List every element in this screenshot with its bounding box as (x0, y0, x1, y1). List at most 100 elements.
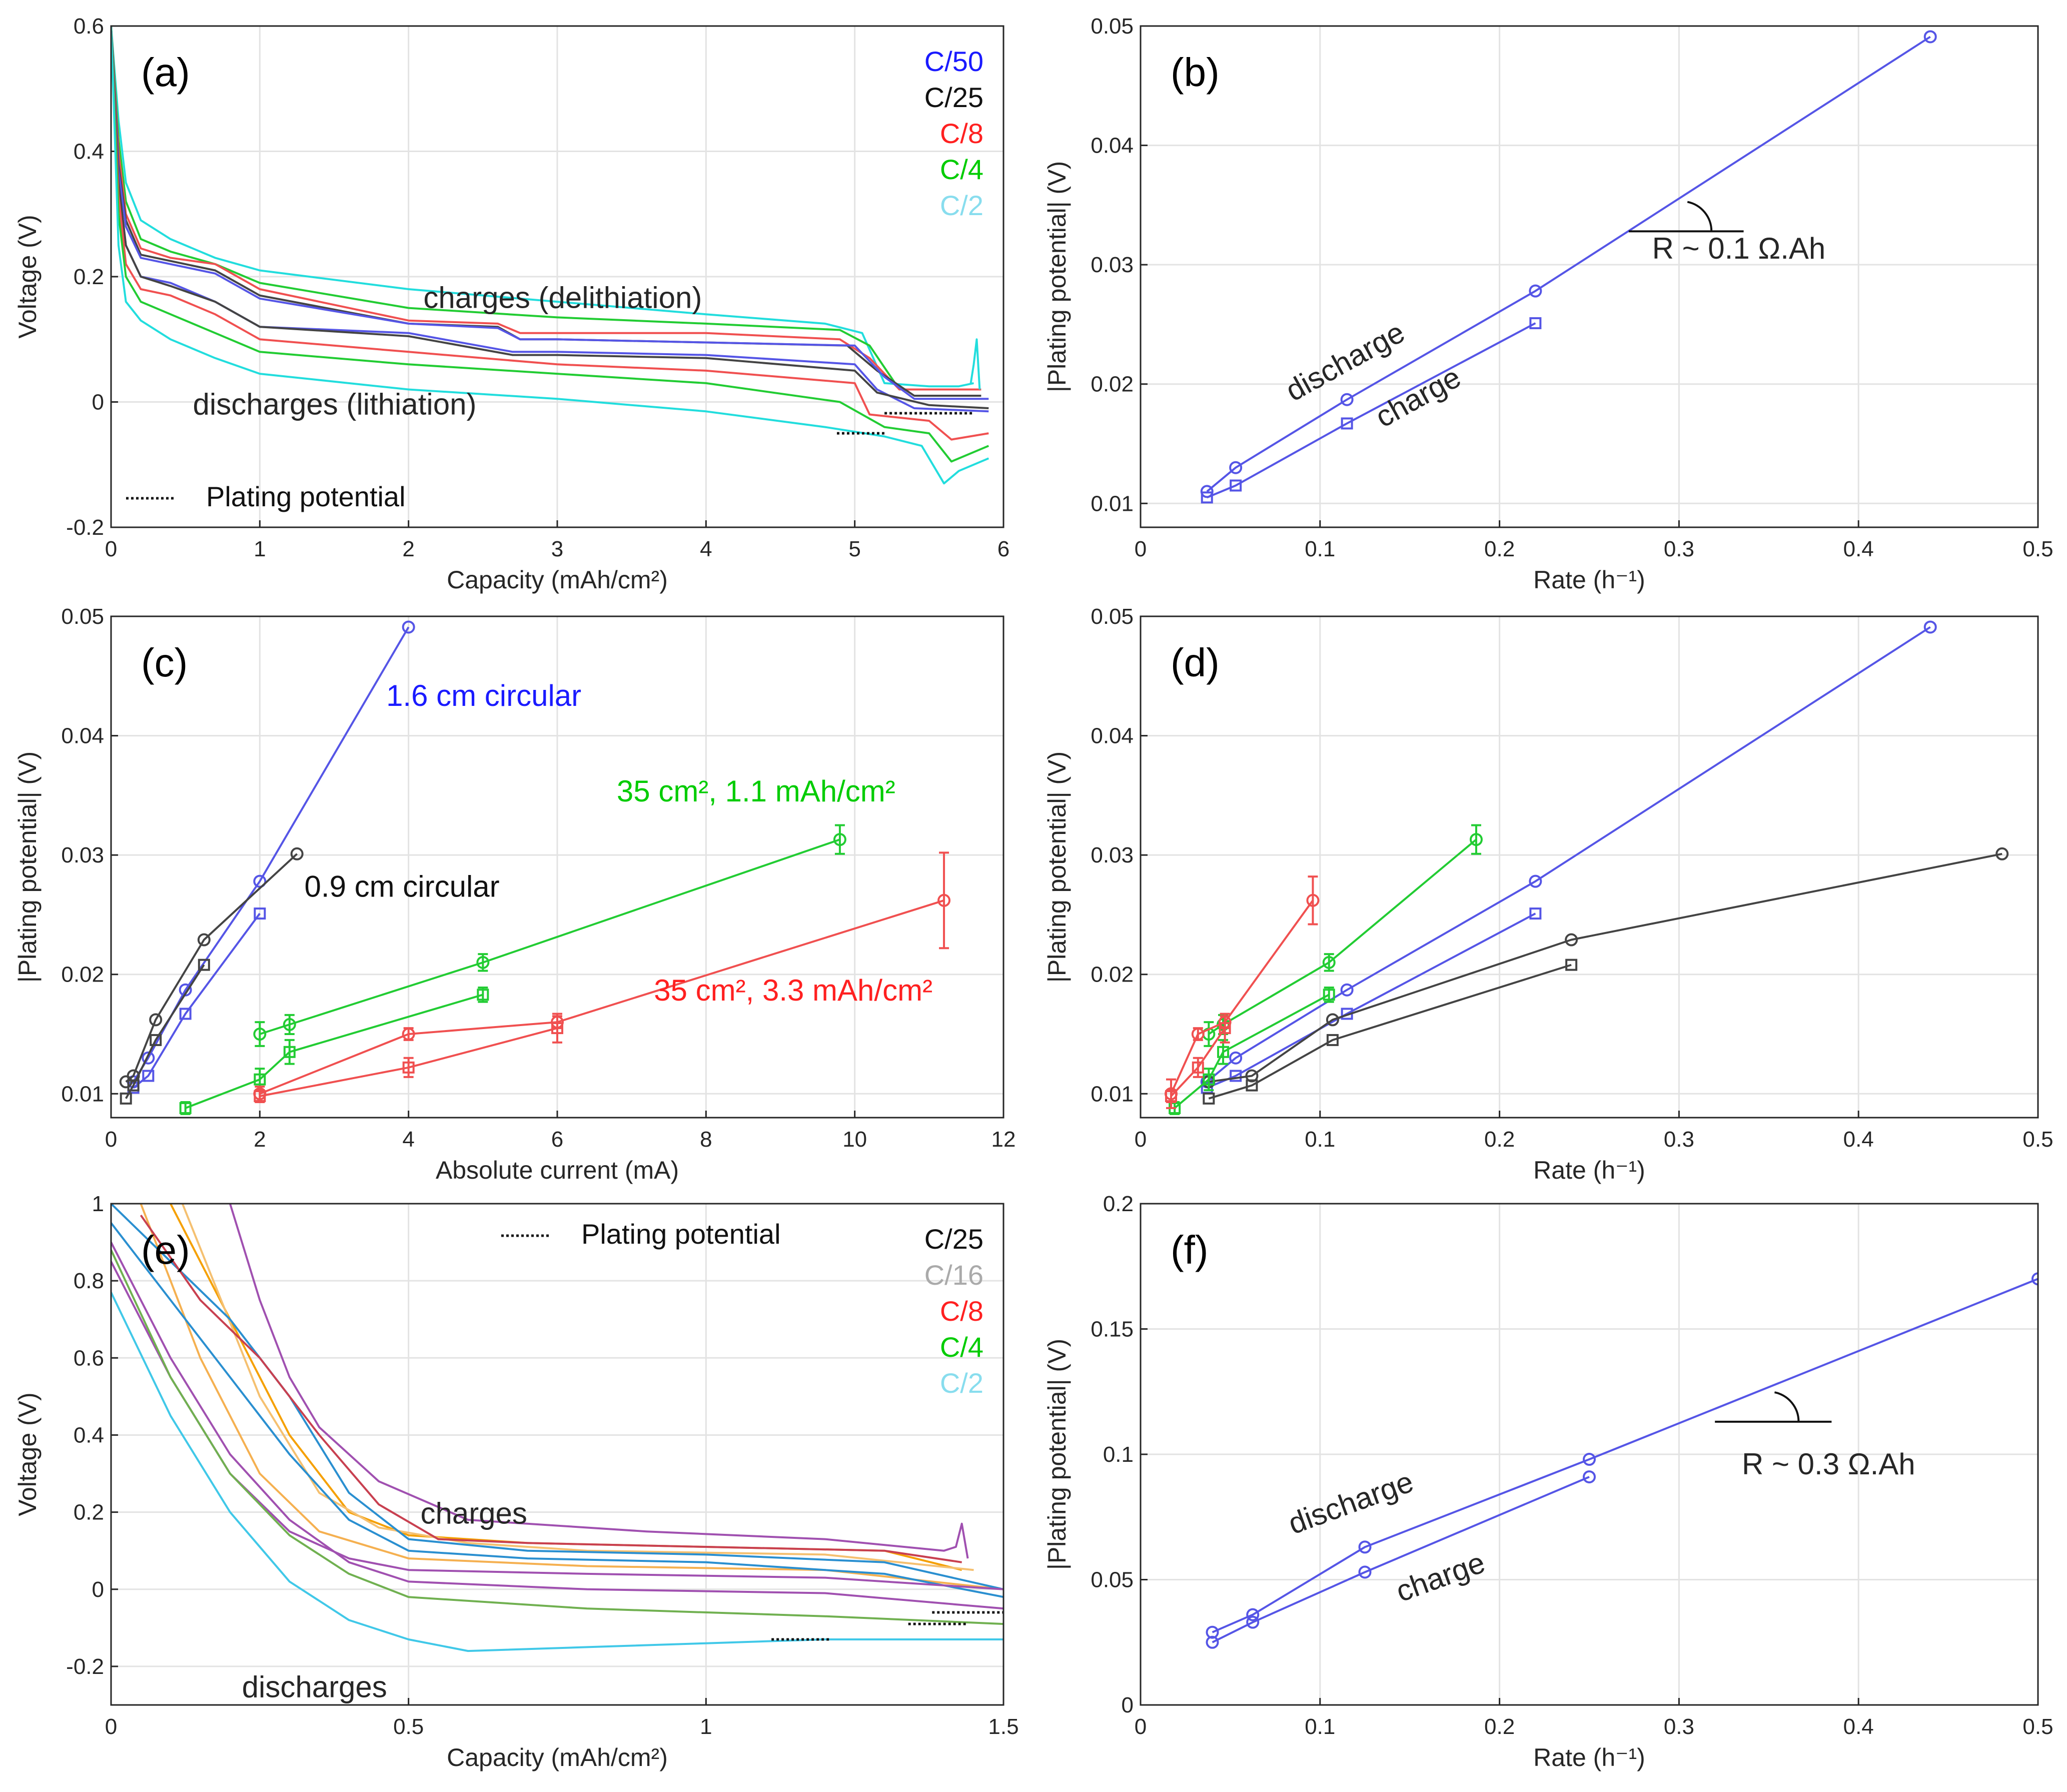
data-point (833, 833, 846, 846)
y-axis-label: Voltage (V) (14, 215, 42, 338)
y-tick-label: 0.8 (74, 1269, 104, 1293)
x-tick-label: 0.5 (2022, 1127, 2053, 1152)
x-tick-label: 6 (551, 1127, 563, 1152)
annotation: 35 cm², 3.3 mAh/cm² (654, 974, 932, 1007)
x-tick-label: 0 (105, 1714, 117, 1739)
data-point (127, 1079, 140, 1092)
series-line (1207, 913, 1536, 1089)
data-point (1340, 393, 1354, 406)
data-point (1323, 989, 1335, 1001)
y-tick-label: 0.03 (1091, 253, 1134, 277)
axes-frame (1140, 1203, 2039, 1706)
series-line (1170, 900, 1314, 1095)
y-tick-label: 0.01 (1091, 491, 1134, 516)
x-axis-label: Rate (h⁻¹) (1533, 566, 1645, 594)
series-line (111, 26, 989, 441)
x-tick-label: 0.5 (2022, 537, 2053, 561)
annotation: R ~ 0.3 Ω.Ah (1742, 1447, 1915, 1481)
series-line (969, 338, 981, 390)
panel-b: 0 0.1 0.2 0.3 0.4 0.5 0.01 0.02 0.03 0.04 0.05 Rate… (1043, 14, 2053, 594)
y-tick-label: 0.05 (1091, 1568, 1134, 1592)
data-point (197, 933, 211, 947)
y-tick-label: 0.1 (1103, 1442, 1134, 1467)
x-axis-label: Rate (h⁻¹) (1533, 1156, 1645, 1184)
data-point (1230, 1070, 1242, 1082)
y-tick-label: 0.2 (74, 1500, 104, 1525)
x-tick-label: 3 (551, 537, 563, 561)
y-tick-label: 0.15 (1091, 1317, 1134, 1342)
series-line (1206, 626, 1931, 1083)
x-tick-label: 0.5 (2022, 1714, 2053, 1739)
data-point (1565, 933, 1578, 947)
series-line (1208, 964, 1572, 1100)
x-tick-label: 1 (700, 1714, 712, 1739)
slope-angle-arc (1687, 201, 1713, 232)
plating-legend-label: Plating potential (206, 481, 406, 512)
series-line (111, 1204, 1003, 1590)
x-tick-label: 0.4 (1843, 1714, 1874, 1739)
y-tick-label: 0.03 (61, 843, 104, 867)
data-point (1583, 1470, 1596, 1484)
data-point (1529, 874, 1542, 888)
x-tick-label: 0.3 (1664, 1127, 1694, 1152)
series-line (125, 964, 205, 1099)
y-tick-label: 0.04 (1091, 724, 1134, 748)
data-point (1203, 1092, 1215, 1105)
data-point (179, 1102, 192, 1114)
legend-entry: C/25 (924, 1223, 983, 1255)
x-tick-label: 0.2 (1484, 1127, 1515, 1152)
annotation: discharges (lithiation) (193, 388, 477, 421)
series-line (111, 1249, 1003, 1625)
panel-label: (e) (141, 1228, 190, 1272)
series-line (111, 26, 974, 388)
data-point (254, 908, 266, 920)
series-line (1207, 322, 1536, 499)
data-point (2031, 1272, 2038, 1286)
data-point (402, 620, 415, 634)
data-point (198, 959, 210, 971)
data-point (1341, 417, 1353, 430)
series-line (111, 26, 974, 391)
y-tick-label: 0.05 (61, 604, 104, 629)
x-tick-label: 0.4 (1843, 1127, 1874, 1152)
data-point (1529, 908, 1542, 920)
x-tick-label: 1.5 (988, 1714, 1018, 1739)
data-point (179, 1008, 192, 1020)
y-tick-label: 0.04 (1091, 134, 1134, 158)
data-point (1246, 1608, 1260, 1621)
x-tick-label: 4 (700, 537, 712, 561)
annotation: charge (1370, 360, 1466, 434)
annotation: 35 cm², 1.1 mAh/cm² (617, 774, 895, 808)
y-tick-label: 0.4 (74, 140, 104, 164)
data-point (1923, 30, 1937, 44)
data-point (1306, 893, 1320, 907)
panel-label: (c) (141, 640, 188, 685)
y-tick-label: 0.02 (1091, 372, 1134, 397)
y-tick-label: 0.02 (1091, 963, 1134, 987)
data-point (283, 1046, 296, 1058)
slope-angle-arc (1774, 1391, 1800, 1422)
y-tick-label: 0.2 (74, 265, 104, 289)
legend-entry: C/25 (924, 82, 983, 113)
annotation: 1.6 cm circular (386, 679, 581, 712)
annotation: charges (420, 1497, 527, 1530)
legend-entry: C/4 (940, 1331, 983, 1363)
data-point (1529, 317, 1542, 330)
y-tick-label: 0 (92, 1577, 104, 1602)
y-tick-label: -0.2 (66, 1654, 104, 1679)
panel-label: (b) (1171, 50, 1220, 95)
data-point (1326, 1034, 1339, 1046)
data-point (477, 989, 489, 1001)
x-tick-label: 0 (1135, 1714, 1147, 1739)
annotation: charges (delithiation) (423, 281, 702, 315)
series-line (185, 994, 483, 1109)
panel-label: (f) (1171, 1228, 1209, 1272)
data-point (1165, 1090, 1177, 1103)
x-axis-label: Capacity (mAh/cm²) (447, 1743, 668, 1771)
axes-frame (1140, 615, 2039, 1119)
series-line (1208, 838, 1477, 1035)
legend-entry: C/8 (940, 1295, 983, 1327)
data-point (290, 847, 304, 860)
x-tick-label: 5 (848, 537, 860, 561)
